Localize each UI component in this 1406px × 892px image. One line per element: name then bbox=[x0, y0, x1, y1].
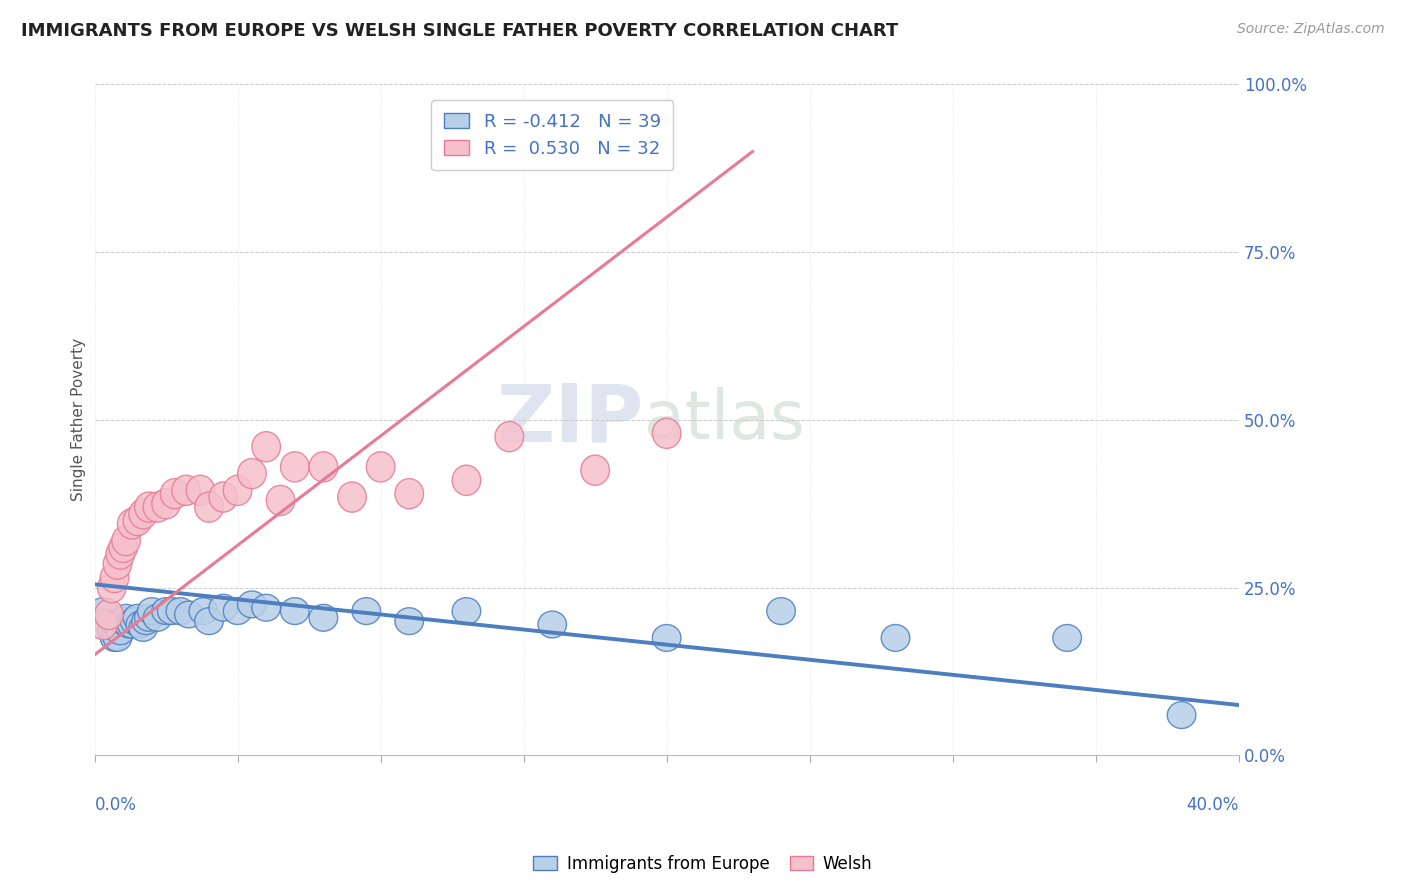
Ellipse shape bbox=[135, 605, 163, 632]
Ellipse shape bbox=[309, 451, 337, 482]
Text: Source: ZipAtlas.com: Source: ZipAtlas.com bbox=[1237, 22, 1385, 37]
Ellipse shape bbox=[94, 599, 124, 630]
Ellipse shape bbox=[238, 591, 266, 618]
Ellipse shape bbox=[538, 611, 567, 638]
Ellipse shape bbox=[124, 605, 152, 632]
Ellipse shape bbox=[581, 455, 609, 485]
Ellipse shape bbox=[129, 615, 157, 641]
Ellipse shape bbox=[172, 475, 201, 506]
Ellipse shape bbox=[395, 607, 423, 634]
Ellipse shape bbox=[224, 598, 252, 624]
Ellipse shape bbox=[281, 598, 309, 624]
Ellipse shape bbox=[135, 492, 163, 522]
Ellipse shape bbox=[166, 598, 194, 624]
Ellipse shape bbox=[882, 624, 910, 651]
Ellipse shape bbox=[252, 432, 281, 462]
Text: ZIP: ZIP bbox=[496, 381, 644, 458]
Ellipse shape bbox=[453, 598, 481, 624]
Ellipse shape bbox=[157, 598, 186, 624]
Ellipse shape bbox=[238, 458, 266, 489]
Ellipse shape bbox=[94, 611, 124, 638]
Legend: R = -0.412   N = 39, R =  0.530   N = 32: R = -0.412 N = 39, R = 0.530 N = 32 bbox=[432, 100, 673, 170]
Ellipse shape bbox=[209, 594, 238, 621]
Ellipse shape bbox=[143, 492, 172, 522]
Ellipse shape bbox=[115, 611, 143, 638]
Ellipse shape bbox=[395, 479, 423, 508]
Ellipse shape bbox=[118, 508, 146, 539]
Ellipse shape bbox=[652, 624, 681, 651]
Ellipse shape bbox=[194, 492, 224, 522]
Ellipse shape bbox=[129, 499, 157, 529]
Ellipse shape bbox=[453, 466, 481, 495]
Text: atlas: atlas bbox=[644, 387, 804, 453]
Ellipse shape bbox=[105, 539, 135, 569]
Ellipse shape bbox=[89, 609, 118, 640]
Text: 40.0%: 40.0% bbox=[1187, 796, 1239, 814]
Ellipse shape bbox=[209, 482, 238, 512]
Ellipse shape bbox=[132, 607, 160, 634]
Ellipse shape bbox=[121, 607, 149, 634]
Ellipse shape bbox=[337, 482, 367, 512]
Ellipse shape bbox=[652, 418, 681, 449]
Ellipse shape bbox=[766, 598, 796, 624]
Ellipse shape bbox=[152, 598, 180, 624]
Ellipse shape bbox=[108, 607, 138, 634]
Ellipse shape bbox=[111, 605, 141, 632]
Text: 0.0%: 0.0% bbox=[94, 796, 136, 814]
Ellipse shape bbox=[127, 611, 155, 638]
Ellipse shape bbox=[105, 618, 135, 645]
Ellipse shape bbox=[108, 533, 138, 563]
Ellipse shape bbox=[266, 485, 295, 516]
Ellipse shape bbox=[138, 598, 166, 624]
Y-axis label: Single Father Poverty: Single Father Poverty bbox=[72, 338, 86, 501]
Ellipse shape bbox=[194, 607, 224, 634]
Ellipse shape bbox=[100, 624, 129, 651]
Ellipse shape bbox=[97, 618, 127, 645]
Ellipse shape bbox=[111, 525, 141, 556]
Ellipse shape bbox=[152, 489, 180, 519]
Ellipse shape bbox=[89, 598, 118, 624]
Legend: Immigrants from Europe, Welsh: Immigrants from Europe, Welsh bbox=[527, 848, 879, 880]
Ellipse shape bbox=[97, 573, 127, 603]
Ellipse shape bbox=[118, 611, 146, 638]
Ellipse shape bbox=[160, 479, 188, 508]
Ellipse shape bbox=[103, 624, 132, 651]
Ellipse shape bbox=[103, 549, 132, 579]
Ellipse shape bbox=[174, 601, 204, 628]
Ellipse shape bbox=[252, 594, 281, 621]
Ellipse shape bbox=[1053, 624, 1081, 651]
Ellipse shape bbox=[352, 598, 381, 624]
Text: IMMIGRANTS FROM EUROPE VS WELSH SINGLE FATHER POVERTY CORRELATION CHART: IMMIGRANTS FROM EUROPE VS WELSH SINGLE F… bbox=[21, 22, 898, 40]
Ellipse shape bbox=[143, 605, 172, 632]
Ellipse shape bbox=[100, 563, 129, 592]
Ellipse shape bbox=[224, 475, 252, 506]
Ellipse shape bbox=[281, 451, 309, 482]
Ellipse shape bbox=[367, 451, 395, 482]
Ellipse shape bbox=[124, 506, 152, 535]
Ellipse shape bbox=[309, 605, 337, 632]
Ellipse shape bbox=[1167, 702, 1197, 729]
Ellipse shape bbox=[186, 475, 215, 506]
Ellipse shape bbox=[188, 598, 218, 624]
Ellipse shape bbox=[495, 422, 523, 451]
